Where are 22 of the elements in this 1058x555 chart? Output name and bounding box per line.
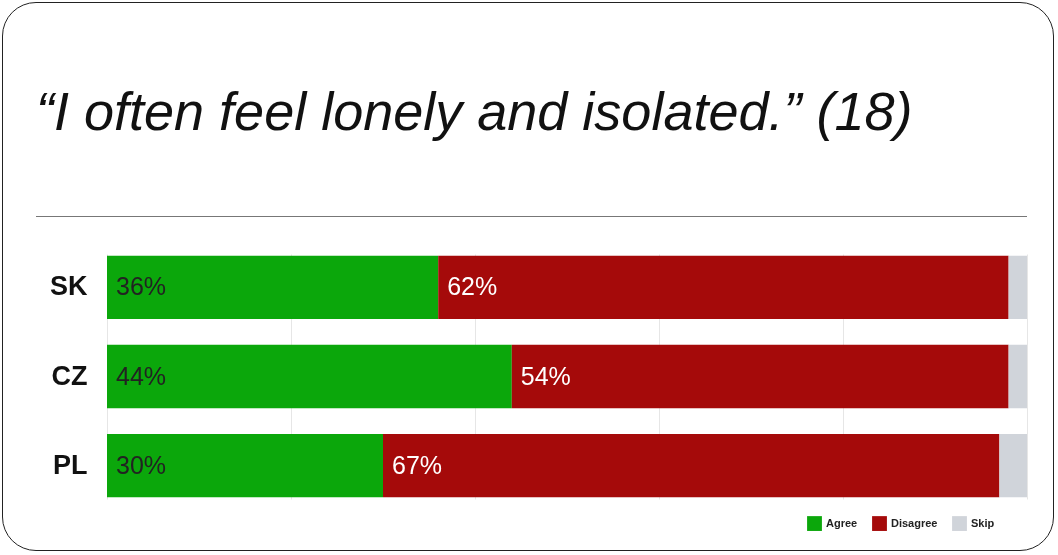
chart-title: “I often feel lonely and isolated.” (18): [36, 80, 913, 142]
data-label: 44%: [116, 361, 167, 390]
bar: [511, 344, 1009, 409]
bar: [107, 344, 512, 409]
bar: [1008, 255, 1027, 320]
data-label: 67%: [392, 450, 443, 479]
data-label: 62%: [447, 272, 498, 301]
data-label: 54%: [520, 361, 571, 390]
legend-label: Skip: [971, 516, 995, 529]
bar: [107, 433, 383, 498]
data-label: 30%: [116, 450, 167, 479]
legend-label: Disagree: [891, 516, 938, 529]
bar: [999, 433, 1027, 498]
bar: [107, 255, 439, 320]
y-tick-label: CZ: [51, 360, 88, 391]
legend-label: Agree: [826, 516, 858, 529]
data-label: 36%: [116, 272, 167, 301]
bar: [1008, 344, 1027, 409]
bar: [383, 433, 1000, 498]
bar: [438, 255, 1009, 320]
y-tick-label: PL: [52, 449, 88, 480]
y-tick-label: SK: [49, 271, 88, 302]
